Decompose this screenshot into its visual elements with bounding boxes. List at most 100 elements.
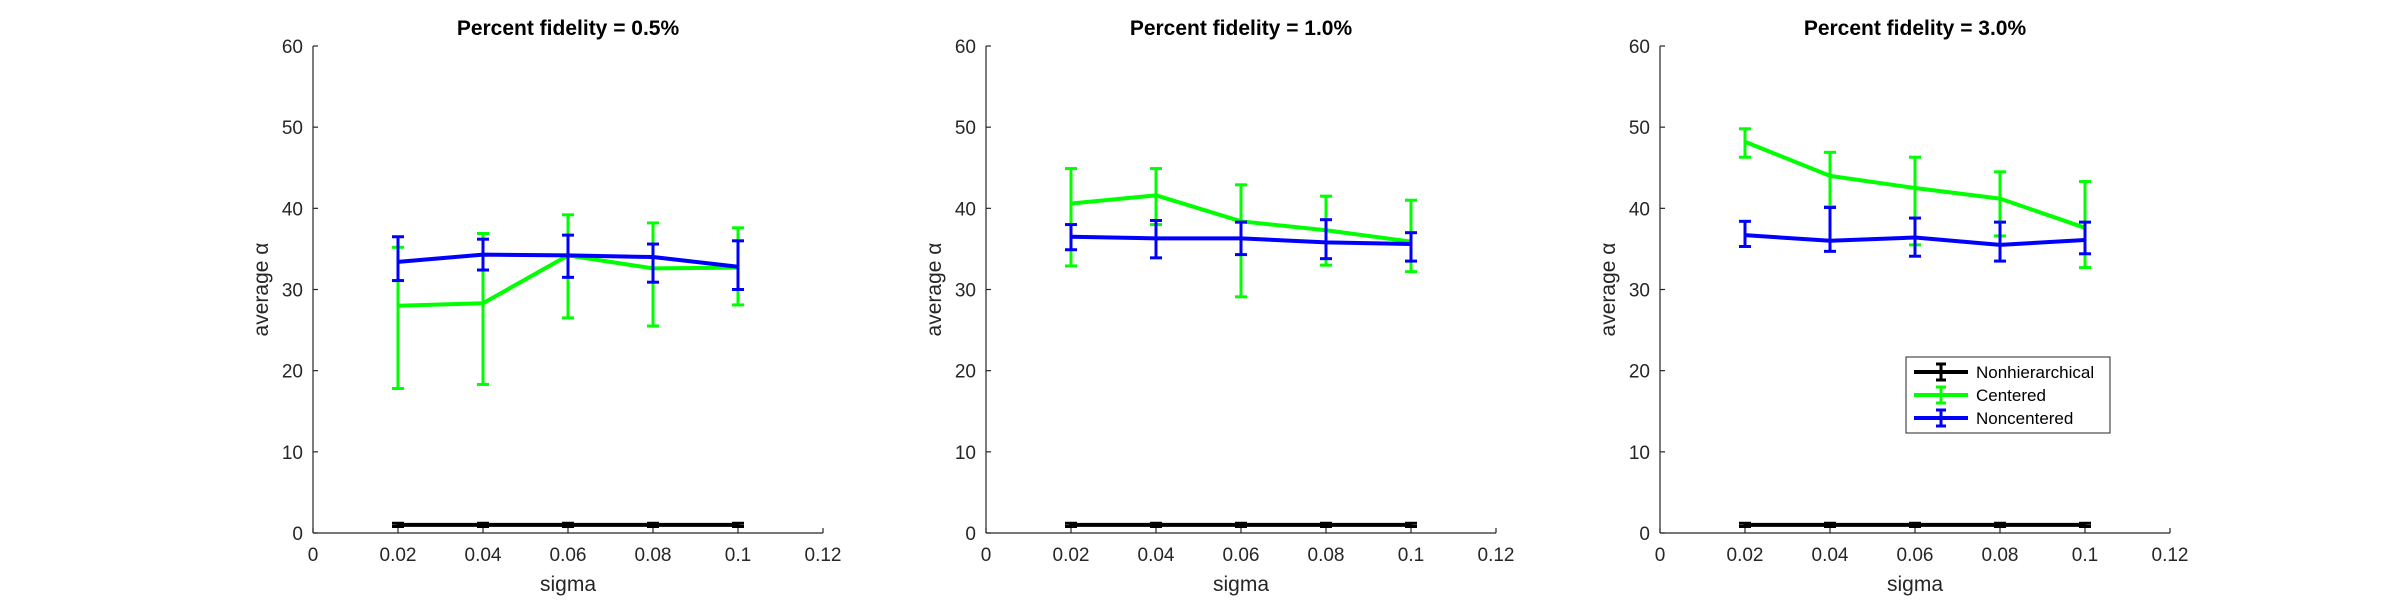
subplot-2: 0 0.02 0.04 0.06 0.08 0.1 0.12 0 10 20 30 40 50 60 Per… [923,17,1514,596]
chart-title: Percent fidelity = 3.0% [1804,17,2027,40]
x-tick-label: 0.1 [2072,545,2098,566]
x-axis-label: sigma [1887,573,1943,596]
error-bar [1150,219,1162,260]
legend-label: Nonhierarchical [1976,363,2094,382]
y-tick-label: 50 [955,118,976,139]
y-tick-label: 50 [282,118,303,139]
y-tick-label: 30 [955,281,976,302]
error-bar [1824,206,1836,253]
error-bar [1065,167,1077,268]
error-bar [1320,521,1332,529]
y-tick-label: 30 [282,281,303,302]
error-bar [1235,521,1247,529]
error-bar [647,242,659,284]
error-bar [732,521,744,529]
y-tick-label: 0 [1639,524,1650,545]
error-bar [1909,216,1921,258]
error-bar [477,237,489,272]
error-bar [1824,521,1836,529]
error-bar [1235,220,1247,257]
y-tick-label: 40 [1629,199,1650,220]
error-bar [392,235,404,283]
x-tick-label: 0 [308,545,319,566]
x-tick-label: 0.04 [465,545,502,566]
legend: Nonhierarchical Centered Noncentered [1905,356,2111,434]
error-bar [1739,521,1751,529]
error-bar [1150,521,1162,529]
error-bar [2079,220,2091,256]
series-nonhierarchical [392,521,744,529]
y-tick-label: 20 [955,362,976,383]
x-tick-label: 0.08 [1982,545,2019,566]
legend-label: Centered [1976,386,2046,405]
x-tick-label: 0.08 [1308,545,1345,566]
y-tick-label: 40 [282,199,303,220]
series-noncentered [1739,206,2091,263]
x-tick-label: 0.06 [1223,545,1260,566]
series-noncentered [1065,218,1417,263]
error-bar [1824,150,1836,209]
error-bar [1405,521,1417,529]
subplot-3: 0 0.02 0.04 0.06 0.08 0.1 0.12 0 10 20 30 40 50 60 Per… [1597,17,2188,596]
error-bar [732,239,744,291]
y-tick-label: 50 [1629,118,1650,139]
x-tick-label: 0.12 [2152,545,2189,566]
error-bar [1909,521,1921,529]
error-bar [647,521,659,529]
y-tick-label: 60 [955,37,976,58]
error-bar [1405,231,1417,263]
x-tick-label: 0.1 [1398,545,1424,566]
error-bar [1320,218,1332,261]
y-tick-label: 0 [292,524,303,545]
y-tick-label: 30 [1629,281,1650,302]
legend-item-noncentered: Noncentered [1914,408,2073,428]
x-tick-label: 0.02 [1053,545,1090,566]
x-axis-label: sigma [540,573,596,596]
error-bar [1065,521,1077,529]
x-axis-label: sigma [1213,573,1269,596]
legend-item-centered: Centered [1914,385,2046,405]
error-bar [1994,521,2006,529]
x-tick-label: 0 [981,545,992,566]
y-tick-label: 10 [955,443,976,464]
chart-title: Percent fidelity = 1.0% [1130,17,1353,40]
y-tick-label: 20 [1629,362,1650,383]
y-tick-label: 10 [1629,443,1650,464]
error-bar [562,521,574,529]
y-tick-label: 0 [965,524,976,545]
y-tick-label: 40 [955,199,976,220]
error-bar [2079,521,2091,529]
chart-title: Percent fidelity = 0.5% [457,17,680,40]
x-tick-label: 0.02 [380,545,417,566]
y-axis-label: average α [923,243,946,337]
series-nonhierarchical [1065,521,1417,529]
y-axis-label: average α [250,243,273,337]
error-bar [392,521,404,529]
y-tick-label: 10 [282,443,303,464]
x-tick-label: 0 [1655,545,1666,566]
error-bar [1065,223,1077,252]
x-tick-label: 0.04 [1138,545,1175,566]
x-tick-label: 0.06 [550,545,587,566]
x-tick-label: 0.1 [725,545,751,566]
error-bar [477,521,489,529]
x-tick-label: 0.02 [1727,545,1764,566]
x-tick-label: 0.12 [805,545,842,566]
x-tick-label: 0.08 [635,545,672,566]
series-noncentered [392,233,744,291]
error-bar [1739,127,1751,159]
x-tick-label: 0.04 [1812,545,1849,566]
error-bar [1994,220,2006,263]
legend-item-nonhierarchical: Nonhierarchical [1914,362,2094,382]
legend-label: Noncentered [1976,409,2073,428]
x-tick-label: 0.12 [1478,545,1515,566]
subplot-1: 0 0.02 0.04 0.06 0.08 0.1 0.12 0 10 20 30 40 50 60 Per… [250,17,841,596]
series-nonhierarchical [1739,521,2091,529]
error-bar [562,233,574,279]
y-axis-label: average α [1597,243,1620,337]
error-bar [1739,219,1751,248]
y-tick-label: 20 [282,362,303,383]
x-tick-label: 0.06 [1897,545,1934,566]
y-tick-label: 60 [282,37,303,58]
